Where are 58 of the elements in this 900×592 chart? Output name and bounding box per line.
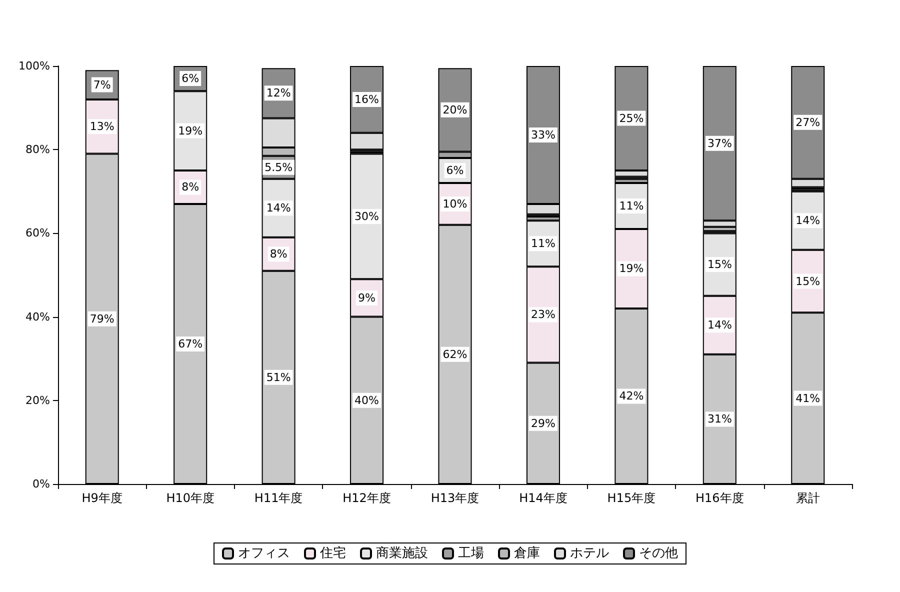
y-tick-label: 100% <box>18 60 50 72</box>
data-label: 23% <box>530 308 556 322</box>
data-label: 51% <box>266 370 291 384</box>
x-tick-label: 累計 <box>796 491 820 505</box>
data-label: 25% <box>619 112 644 125</box>
data-label: 67% <box>178 337 203 350</box>
x-tick-label: H11年度 <box>254 491 303 505</box>
legend-label: 工場 <box>458 546 484 561</box>
x-tick-label: H15年度 <box>607 491 656 505</box>
data-label: 6% <box>182 72 200 86</box>
y-tick-label: 80% <box>26 143 50 156</box>
data-label: 5.5% <box>264 160 293 174</box>
data-label: 37% <box>707 136 732 150</box>
data-label: 12% <box>266 86 291 100</box>
x-tick-label: H16年度 <box>696 491 744 505</box>
y-tick-label: 0% <box>32 478 50 490</box>
x-tick-label: H13年度 <box>430 491 480 505</box>
data-label: 14% <box>796 214 820 228</box>
legend-label: ホテル <box>570 546 609 561</box>
data-label: 6% <box>446 164 464 177</box>
data-label: 29% <box>530 416 556 430</box>
data-label: 13% <box>90 120 114 134</box>
data-label: 11% <box>619 200 644 213</box>
data-label: 19% <box>178 124 203 138</box>
data-label: 11% <box>530 237 556 250</box>
data-label: 42% <box>619 390 644 403</box>
data-label: 15% <box>707 258 732 272</box>
data-label: 15% <box>796 274 820 288</box>
data-label: 14% <box>707 318 732 332</box>
legend-label: その他 <box>639 546 678 561</box>
data-label: 27% <box>796 116 820 129</box>
data-label: 8% <box>270 248 288 261</box>
y-tick-label: 60% <box>26 226 50 240</box>
x-tick-label: H12年度 <box>342 491 391 505</box>
data-label: 79% <box>90 312 114 326</box>
data-label: 41% <box>796 392 820 405</box>
data-label: 40% <box>354 394 380 407</box>
x-tick-label: H10年度 <box>166 491 214 505</box>
data-label: 19% <box>619 262 644 276</box>
data-label: 7% <box>93 78 111 92</box>
data-label: 62% <box>442 348 468 361</box>
data-label: 14% <box>266 202 291 215</box>
legend-label: 倉庫 <box>514 545 540 561</box>
legend-label: オフィス <box>238 546 290 561</box>
legend-label: 住宅 <box>319 545 346 561</box>
data-label: 10% <box>442 197 468 210</box>
data-label: 9% <box>358 291 376 304</box>
data-label: 8% <box>182 180 200 194</box>
y-tick-label: 20% <box>26 394 50 407</box>
data-label: 30% <box>354 210 380 223</box>
data-label: 16% <box>354 92 380 106</box>
data-label: 31% <box>707 412 732 426</box>
y-tick-label: 40% <box>26 310 50 324</box>
legend-label: 商業施設 <box>376 546 428 561</box>
x-tick-label: H14年度 <box>519 491 568 505</box>
data-label: 20% <box>442 103 468 116</box>
data-label: 33% <box>530 128 556 142</box>
x-tick-label: H9年度 <box>82 491 122 505</box>
